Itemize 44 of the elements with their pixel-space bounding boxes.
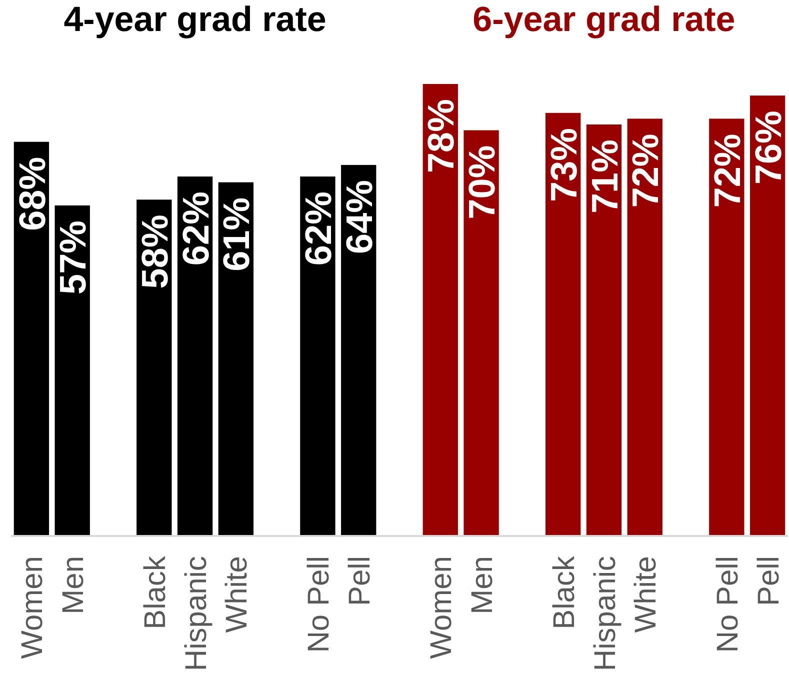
x-tick-label: Women [16, 556, 50, 659]
x-tick-label: No Pell [711, 556, 744, 653]
x-tick-label: Hispanic [588, 556, 622, 672]
chart-title: 6-year grad rate [472, 0, 736, 39]
bar [136, 200, 172, 535]
bar [177, 176, 213, 535]
bar [464, 130, 499, 535]
data-label: 78% [420, 99, 462, 174]
data-label: 61% [216, 197, 258, 272]
bar [341, 164, 376, 535]
data-label: 76% [748, 110, 789, 185]
x-tick-label: Women [425, 556, 458, 659]
bar [709, 118, 744, 535]
bar [422, 84, 458, 535]
x-tick-label: Hispanic [180, 556, 213, 672]
bar [545, 112, 581, 535]
data-label: 64% [338, 180, 380, 254]
x-tick-label: White [220, 556, 254, 633]
data-label: 72% [625, 134, 666, 208]
data-label: 57% [52, 220, 94, 294]
chart-title: 4-year grad rate [64, 0, 326, 39]
data-label: 68% [12, 156, 53, 231]
x-tick-label: No Pell [302, 556, 336, 653]
x-tick-label: Men [466, 556, 500, 614]
bar [627, 118, 662, 535]
data-label: 72% [706, 134, 748, 208]
bar [750, 96, 786, 535]
x-tick-label: Men [57, 556, 90, 614]
data-label: 73% [543, 128, 584, 202]
data-label: 58% [134, 214, 176, 289]
x-tick-label: Black [548, 555, 581, 630]
data-label: 71% [584, 139, 626, 214]
bar [586, 124, 622, 535]
x-tick-label: Black [138, 555, 172, 630]
x-tick-label: White [630, 556, 663, 633]
x-tick-label: Pell [752, 556, 786, 606]
x-tick-label: Pell [343, 556, 376, 606]
bar [218, 182, 254, 535]
data-label: 62% [175, 192, 216, 266]
bar [300, 176, 336, 535]
data-label: 70% [462, 145, 503, 220]
bar [14, 142, 50, 535]
bar [54, 205, 90, 535]
data-label: 62% [298, 192, 340, 266]
